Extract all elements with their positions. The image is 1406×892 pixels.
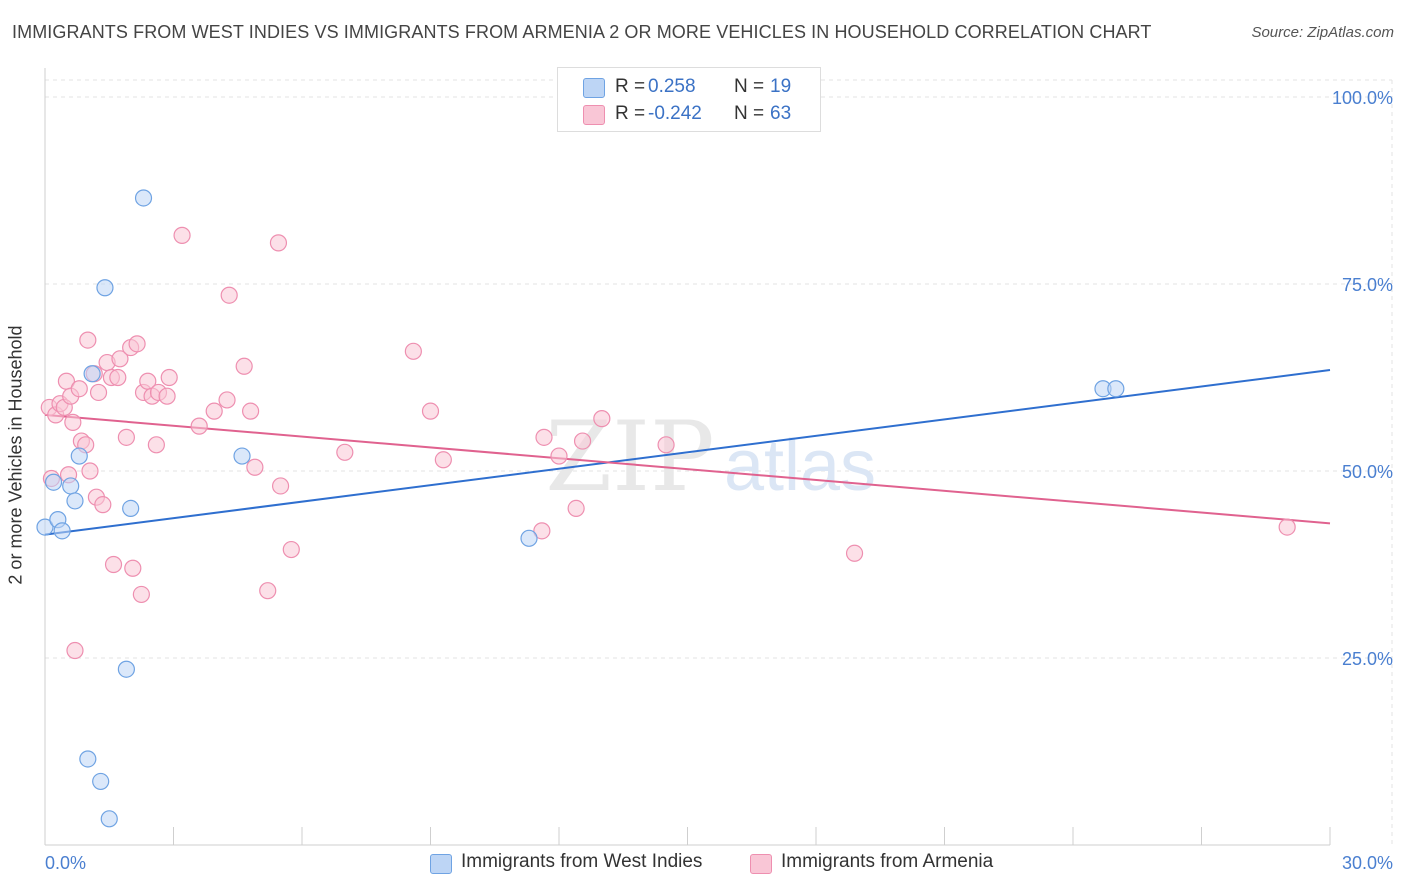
y-tick-label: 75.0% <box>1342 275 1393 295</box>
x-tick-label: 30.0% <box>1342 853 1393 873</box>
legend-swatch-blue <box>583 78 605 98</box>
armenia-point <box>404 342 422 360</box>
series-legend-label: Immigrants from Armenia <box>781 851 994 872</box>
armenia-point <box>158 387 176 405</box>
legend-n-label: N = <box>734 76 765 97</box>
armenia-point <box>242 402 260 420</box>
armenia-point <box>259 582 277 600</box>
armenia-point <box>124 559 142 577</box>
armenia-point <box>271 477 290 495</box>
west-indies-point <box>1107 380 1125 398</box>
armenia-point <box>81 462 99 480</box>
armenia-point <box>218 391 236 409</box>
armenia-point <box>111 350 129 368</box>
legend-r-label: R = <box>615 103 646 124</box>
tick-labels: 100.0% 75.0% 50.0% 25.0% 0.0% 30.0% <box>45 88 1393 873</box>
armenia-point <box>147 436 165 454</box>
y-tick-label: 25.0% <box>1342 649 1393 669</box>
armenia-point <box>573 432 592 450</box>
west-indies-point <box>79 750 97 768</box>
series-swatch-pink <box>750 854 772 874</box>
armenia-point <box>1278 518 1296 536</box>
west-indies-point <box>122 499 140 517</box>
armenia-point <box>117 428 135 446</box>
armenia-point <box>567 499 585 517</box>
armenia-point <box>246 458 264 476</box>
armenia-point <box>128 335 146 353</box>
armenia-point <box>657 436 675 454</box>
chart-title: IMMIGRANTS FROM WEST INDIES VS IMMIGRANT… <box>12 22 1152 42</box>
armenia-trend-line <box>44 413 1331 525</box>
armenia-point <box>64 413 82 431</box>
series-swatch-blue <box>430 854 452 874</box>
armenia-point <box>235 357 253 375</box>
armenia-point <box>593 410 611 428</box>
legend-r-value: -0.242 <box>648 103 702 124</box>
west-indies-point <box>66 492 84 510</box>
armenia-point <box>336 443 354 461</box>
legend-n-value: 19 <box>770 76 792 97</box>
armenia-point <box>533 522 551 540</box>
watermark: ZIP atlas <box>545 401 876 513</box>
armenia-point <box>109 368 127 387</box>
armenia-point <box>70 380 88 398</box>
armenia-point <box>104 555 123 574</box>
data-points <box>36 189 1296 828</box>
legend-r-value: 0.258 <box>648 76 696 97</box>
axes <box>44 68 1331 846</box>
armenia-point <box>94 496 112 514</box>
watermark-atlas: atlas <box>724 426 876 506</box>
west-indies-point <box>96 279 114 297</box>
x-tick-label: 0.0% <box>45 853 86 873</box>
west-indies-point <box>117 660 135 678</box>
legend-swatch-pink <box>583 105 605 125</box>
armenia-point <box>190 417 208 435</box>
y-tick-label: 50.0% <box>1342 462 1393 482</box>
armenia-point <box>421 402 440 420</box>
legend-n-label: N = <box>734 103 765 124</box>
legend-r-label: R = <box>615 76 646 97</box>
west-indies-point <box>100 810 118 828</box>
watermark-zip: ZIP <box>545 401 714 513</box>
west-indies-point <box>134 189 153 207</box>
armenia-point <box>434 451 452 469</box>
armenia-point <box>282 540 300 559</box>
armenia-point <box>205 402 223 420</box>
armenia-point <box>550 447 568 465</box>
armenia-point <box>220 286 238 304</box>
armenia-point <box>66 641 84 660</box>
west-indies-point <box>53 522 71 540</box>
correlation-legend: R = 0.258 N = 19 R = -0.242 N = 63 <box>557 67 821 132</box>
armenia-point <box>173 226 191 244</box>
armenia-point <box>132 585 150 604</box>
armenia-point <box>269 234 288 252</box>
trend-lines <box>44 369 1331 536</box>
west-indies-trend-line <box>44 369 1331 536</box>
armenia-point <box>535 428 553 446</box>
legend-n-value: 63 <box>770 103 792 124</box>
west-indies-point <box>44 473 63 491</box>
west-indies-point <box>83 365 101 383</box>
series-legend-label: Immigrants from West Indies <box>461 851 703 872</box>
west-indies-point <box>92 772 110 791</box>
armenia-point <box>79 331 97 349</box>
source-credit: Source: ZipAtlas.com <box>1251 24 1394 41</box>
west-indies-point <box>233 447 251 465</box>
west-indies-point <box>62 477 80 495</box>
armenia-point <box>160 368 178 387</box>
y-tick-label: 100.0% <box>1332 88 1393 108</box>
armenia-point <box>845 544 864 562</box>
west-indies-point <box>70 447 88 465</box>
west-indies-point <box>520 529 538 547</box>
west-indies-point <box>36 518 54 536</box>
armenia-point <box>89 383 108 402</box>
